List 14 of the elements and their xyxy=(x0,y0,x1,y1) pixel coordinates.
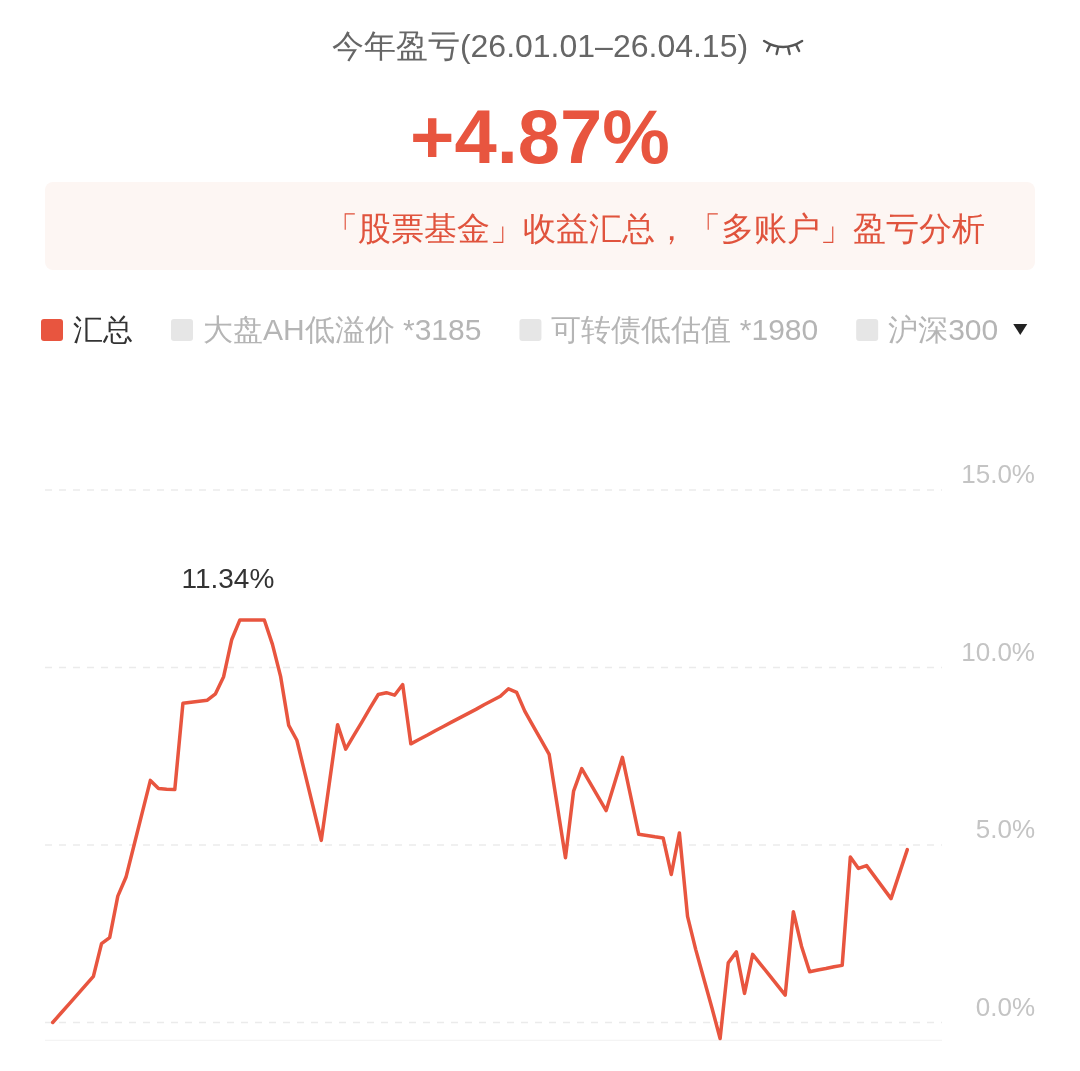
legend-item: 汇总 xyxy=(41,313,133,346)
annotation: 「股票基金」收益汇总，「多账户」盈亏分析 xyxy=(325,210,985,247)
title: 今年盈亏(26.01.01–26.04.15) xyxy=(331,28,749,64)
legend-label: 沪深300 xyxy=(888,313,999,346)
legend-item: 沪深300 xyxy=(856,313,999,346)
legend-item: 大盘AH低溢价 *3185 xyxy=(171,313,482,346)
ytick-label: 0.0% xyxy=(975,991,1035,1022)
ytick-label: 15.0% xyxy=(961,459,1035,489)
ytick-label: 5.0% xyxy=(975,814,1035,844)
legend-label: 汇总 xyxy=(73,313,133,346)
annotation: 11.34% xyxy=(181,562,275,594)
ytick-label: 10.0% xyxy=(961,636,1035,667)
legend-item: 可转债低估值 *1980 xyxy=(519,313,819,346)
subtitle: +4.87% xyxy=(410,94,670,179)
